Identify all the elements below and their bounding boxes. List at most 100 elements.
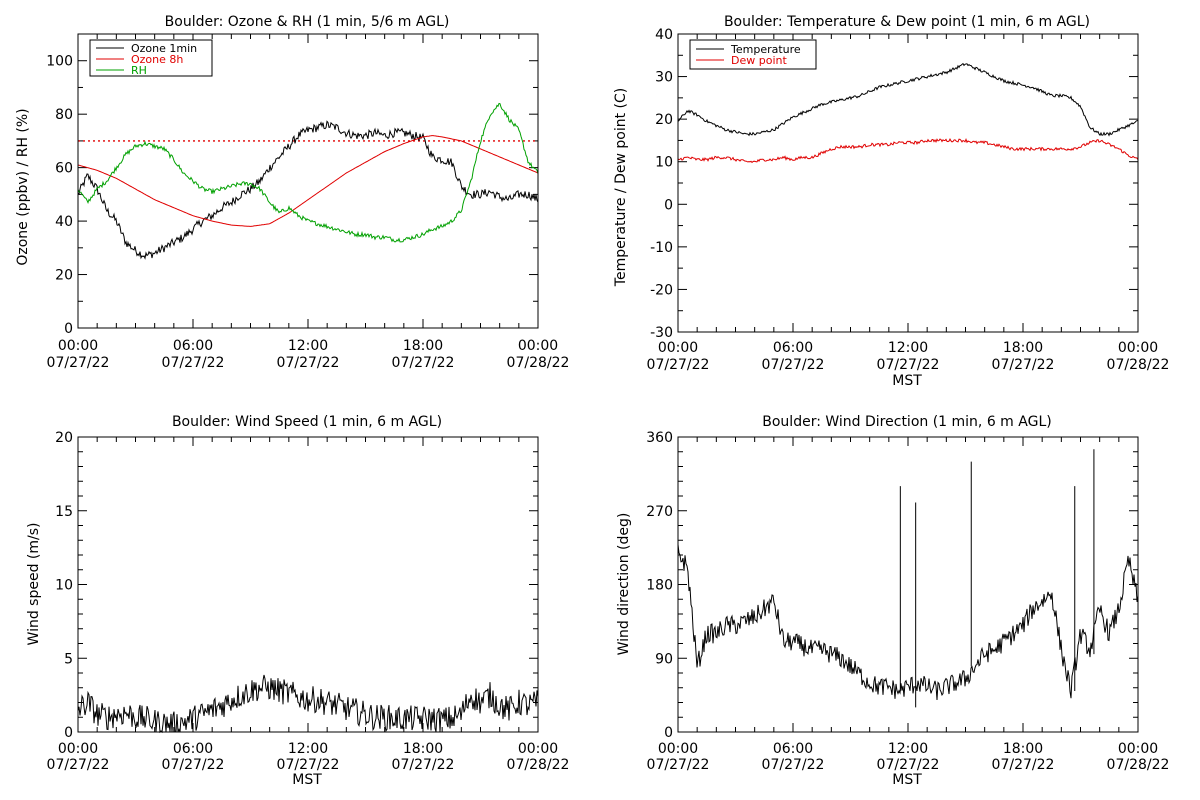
temperature-x-axis-label: MST (892, 373, 922, 389)
ozone-plot-layer: 02040608010000:0007/27/2206:0007/27/2212… (46, 33, 570, 371)
series-line-ozone-2 (77, 102, 539, 243)
y-tick-label: 100 (46, 54, 73, 70)
wind-direction-panel: Boulder: Wind Direction (1 min, 6 m AGL)… (616, 414, 1169, 788)
y-tick-label: -20 (650, 282, 673, 298)
wind-speed-y-axis-label: Wind speed (m/s) (26, 523, 42, 646)
wind-speed-plot-frame (77, 436, 539, 733)
y-tick-label: 0 (664, 725, 673, 741)
y-tick-label: 40 (55, 214, 73, 230)
temperature-chart-title: Boulder: Temperature & Dew point (1 min,… (724, 14, 1090, 30)
x-tick-time-label: 00:00 (518, 338, 558, 354)
x-tick-time-label: 18:00 (403, 338, 443, 354)
x-tick-time-label: 12:00 (888, 340, 928, 356)
wind-speed-panel: Boulder: Wind Speed (1 min, 6 m AGL) Win… (26, 414, 569, 788)
x-tick-time-label: 12:00 (288, 741, 328, 757)
temperature-legend: Temperature Dew point (689, 39, 817, 70)
x-tick-date-label: 07/27/22 (647, 757, 710, 773)
x-tick-date-label: 07/27/22 (877, 757, 940, 773)
x-tick-time-label: 06:00 (173, 338, 213, 354)
x-tick-date-label: 07/27/22 (392, 757, 455, 773)
x-tick-date-label: 07/27/22 (277, 757, 340, 773)
x-tick-date-label: 07/27/22 (392, 355, 455, 371)
wind-speed-x-axis-label: MST (292, 772, 322, 788)
wind-direction-plot-layer: 09018027036000:0007/27/2206:0007/27/2212… (646, 430, 1169, 773)
temperature-legend-label-dew: Dew point (731, 54, 787, 67)
x-tick-date-label: 07/27/22 (992, 757, 1055, 773)
y-tick-label: 90 (655, 651, 673, 667)
y-tick-label: 20 (55, 268, 73, 284)
temperature-legend-box (689, 39, 817, 70)
x-tick-time-label: 00:00 (58, 741, 98, 757)
x-tick-date-label: 07/28/22 (507, 355, 570, 371)
ozone-legend-label-8h: Ozone 8h (131, 53, 183, 66)
x-tick-time-label: 12:00 (288, 338, 328, 354)
series-line-temperature-1 (677, 138, 1139, 164)
ozone-legend: Ozone 1min Ozone 8h RH (89, 39, 213, 77)
ozone-chart-title: Boulder: Ozone & RH (1 min, 5/6 m AGL) (165, 14, 450, 30)
x-tick-date-label: 07/28/22 (1107, 757, 1170, 773)
wind-direction-x-axis-label: MST (892, 772, 922, 788)
wind-direction-plot-frame (677, 436, 1139, 733)
y-tick-label: 80 (55, 107, 73, 123)
y-tick-label: 15 (55, 504, 73, 520)
y-tick-label: 0 (64, 725, 73, 741)
x-tick-time-label: 18:00 (403, 741, 443, 757)
x-tick-date-label: 07/27/22 (877, 357, 940, 373)
y-tick-label: 360 (646, 430, 673, 446)
x-tick-date-label: 07/27/22 (47, 355, 110, 371)
x-tick-time-label: 18:00 (1003, 741, 1043, 757)
y-tick-label: 40 (655, 27, 673, 43)
x-tick-time-label: 00:00 (1118, 741, 1158, 757)
temperature-panel: Boulder: Temperature & Dew point (1 min,… (613, 14, 1169, 389)
x-tick-time-label: 06:00 (773, 741, 813, 757)
y-tick-label: 5 (64, 651, 73, 667)
series-line-wind-speed-0 (77, 674, 539, 734)
y-tick-label: 270 (646, 504, 673, 520)
x-tick-date-label: 07/27/22 (762, 757, 825, 773)
x-tick-time-label: 00:00 (518, 741, 558, 757)
x-tick-date-label: 07/27/22 (992, 357, 1055, 373)
temperature-plot-frame (677, 33, 1139, 333)
x-tick-time-label: 00:00 (1118, 340, 1158, 356)
x-tick-date-label: 07/27/22 (277, 355, 340, 371)
x-tick-time-label: 18:00 (1003, 340, 1043, 356)
x-tick-time-label: 00:00 (58, 338, 98, 354)
series-line-ozone-1 (77, 135, 539, 227)
wind-speed-chart-title: Boulder: Wind Speed (1 min, 6 m AGL) (172, 414, 442, 430)
x-tick-time-label: 06:00 (173, 741, 213, 757)
y-tick-label: 180 (646, 578, 673, 594)
y-tick-label: 30 (655, 70, 673, 86)
series-line-temperature-0 (677, 62, 1138, 137)
y-tick-label: -10 (650, 240, 673, 256)
y-tick-label: -30 (650, 325, 673, 341)
x-tick-date-label: 07/27/22 (162, 757, 225, 773)
x-tick-date-label: 07/28/22 (507, 757, 570, 773)
series-line-ozone-0 (77, 120, 539, 260)
ozone-plot-frame (77, 33, 539, 329)
ozone-panel: Boulder: Ozone & RH (1 min, 5/6 m AGL) O… (15, 14, 569, 371)
wind-direction-y-axis-label: Wind direction (deg) (616, 513, 632, 656)
temperature-y-axis-label: Temperature / Dew point (C) (613, 88, 629, 287)
y-tick-label: 60 (55, 161, 73, 177)
y-tick-label: 10 (55, 578, 73, 594)
series-line-wind-direction-0 (677, 544, 1139, 701)
x-tick-time-label: 06:00 (773, 340, 813, 356)
x-tick-date-label: 07/28/22 (1107, 357, 1170, 373)
y-tick-label: 0 (664, 197, 673, 213)
ozone-legend-label-1min: Ozone 1min (131, 42, 197, 55)
temperature-legend-label-temp: Temperature (730, 43, 801, 56)
x-tick-date-label: 07/27/22 (647, 357, 710, 373)
y-tick-label: 10 (655, 155, 673, 171)
temperature-plot-layer: -30-20-1001020304000:0007/27/2206:0007/2… (647, 27, 1170, 373)
x-tick-time-label: 00:00 (658, 340, 698, 356)
x-tick-time-label: 12:00 (888, 741, 928, 757)
x-tick-date-label: 07/27/22 (47, 757, 110, 773)
wind-speed-plot-layer: 0510152000:0007/27/2206:0007/27/2212:000… (47, 430, 570, 773)
x-tick-date-label: 07/27/22 (762, 357, 825, 373)
x-tick-time-label: 00:00 (658, 741, 698, 757)
ozone-legend-label-rh: RH (131, 64, 147, 77)
y-tick-label: 20 (55, 430, 73, 446)
y-tick-label: 20 (655, 112, 673, 128)
y-tick-label: 0 (64, 321, 73, 337)
